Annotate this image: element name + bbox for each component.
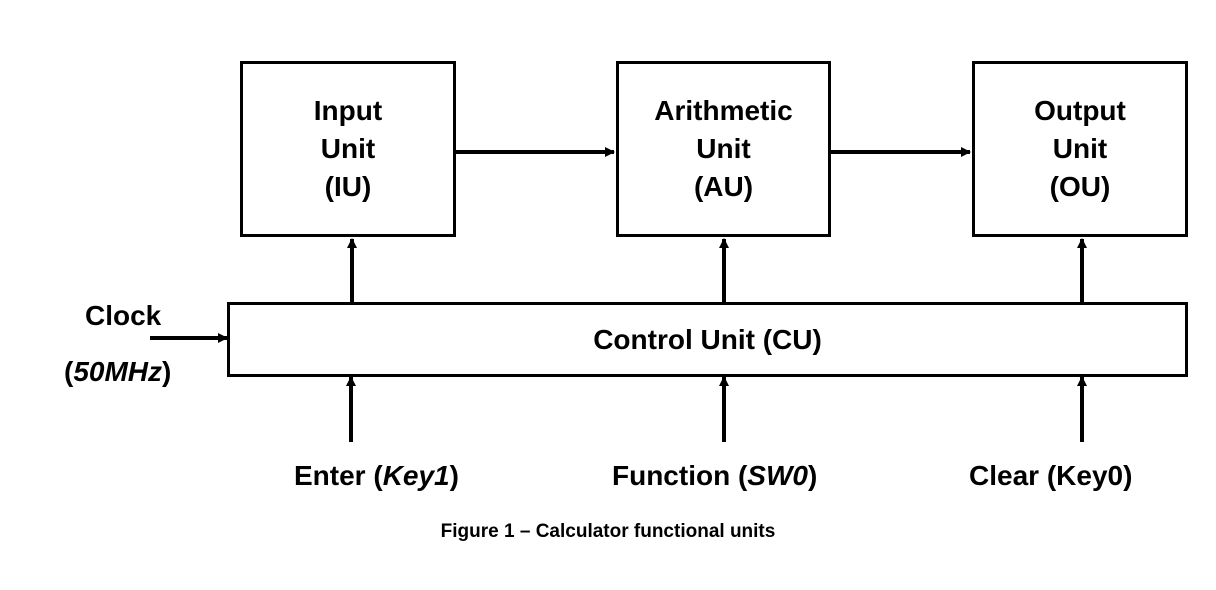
- output-unit-line2: Unit: [1052, 133, 1108, 164]
- clear-input-label: Clear (Key0): [969, 460, 1133, 491]
- figure-caption: Figure 1 – Calculator functional units: [440, 521, 776, 542]
- clock-frequency-value: 50MHz: [73, 356, 163, 387]
- clock-frequency-label: (50MHz): [64, 356, 171, 388]
- enter-input-close: ): [449, 460, 459, 491]
- output-unit-line3: (OU): [1049, 171, 1111, 202]
- function-input-label: Function (SW0): [612, 460, 817, 492]
- function-input-name: Function (: [612, 460, 748, 491]
- clock-open-paren: (: [64, 356, 74, 387]
- function-input-close: ): [807, 460, 818, 491]
- clock-close-paren: ): [162, 356, 172, 387]
- function-input-key: SW0: [747, 460, 808, 491]
- enter-input-key: Key1: [382, 460, 450, 491]
- output-unit-line1: Output: [1034, 95, 1126, 126]
- enter-input-label: Enter (Key1): [294, 460, 459, 492]
- enter-input-name: Enter (: [294, 460, 383, 491]
- clock-label: Clock: [85, 300, 162, 331]
- input-unit-line1: Input: [313, 95, 383, 126]
- arithmetic-unit-line3: (AU): [693, 171, 754, 202]
- arithmetic-unit-line2: Unit: [696, 133, 751, 164]
- input-unit-line3: (IU): [324, 171, 372, 202]
- control-unit-box: Control Unit (CU): [227, 302, 1188, 377]
- control-unit-label: Control Unit (CU): [593, 323, 822, 355]
- input-unit-box: Input Unit (IU): [240, 61, 456, 237]
- arithmetic-unit-box: Arithmetic Unit (AU): [616, 61, 831, 237]
- input-unit-line2: Unit: [320, 133, 376, 164]
- arithmetic-unit-line1: Arithmetic: [654, 95, 793, 126]
- output-unit-box: Output Unit (OU): [972, 61, 1188, 237]
